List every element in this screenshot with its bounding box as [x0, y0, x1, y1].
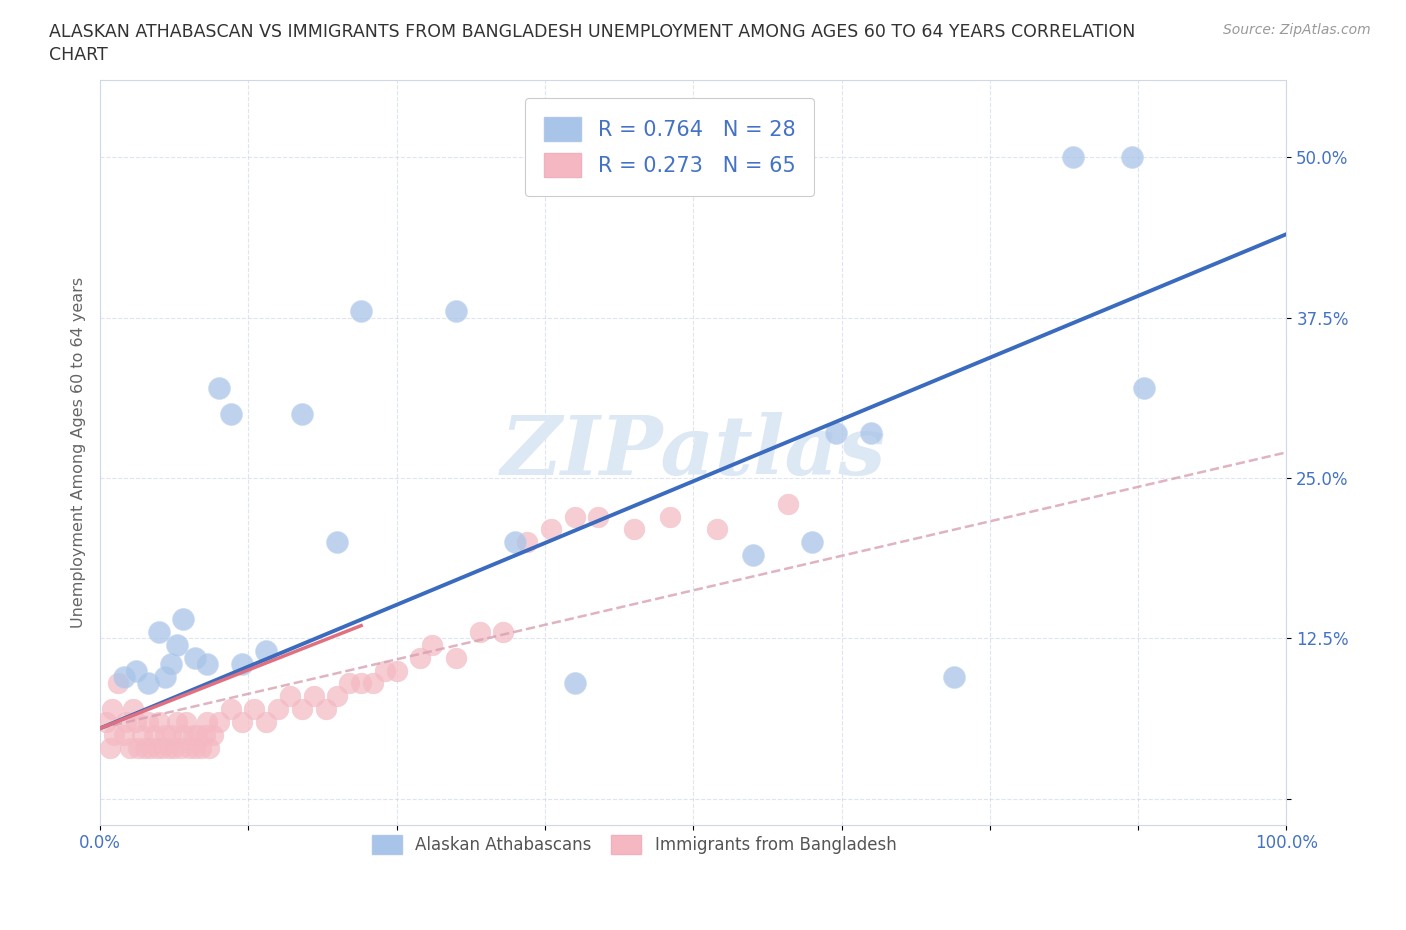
Point	[267, 701, 290, 716]
Point	[468, 625, 491, 640]
Point	[172, 727, 194, 742]
Point	[824, 426, 846, 441]
Point	[181, 727, 204, 742]
Point	[291, 406, 314, 421]
Point	[505, 535, 527, 550]
Point	[136, 676, 159, 691]
Point	[409, 650, 432, 665]
Point	[350, 676, 373, 691]
Point	[315, 701, 337, 716]
Legend: Alaskan Athabascans, Immigrants from Bangladesh: Alaskan Athabascans, Immigrants from Ban…	[366, 829, 903, 861]
Point	[385, 663, 408, 678]
Point	[170, 740, 193, 755]
Point	[516, 535, 538, 550]
Point	[540, 522, 562, 537]
Point	[125, 663, 148, 678]
Point	[112, 727, 135, 742]
Point	[231, 657, 253, 671]
Point	[163, 740, 186, 755]
Point	[193, 727, 215, 742]
Point	[492, 625, 515, 640]
Point	[374, 663, 396, 678]
Point	[326, 689, 349, 704]
Point	[150, 740, 173, 755]
Point	[184, 650, 207, 665]
Text: Source: ZipAtlas.com: Source: ZipAtlas.com	[1223, 23, 1371, 37]
Point	[658, 509, 681, 524]
Point	[131, 727, 153, 742]
Point	[103, 727, 125, 742]
Point	[101, 701, 124, 716]
Point	[741, 548, 763, 563]
Point	[195, 714, 218, 729]
Point	[302, 689, 325, 704]
Point	[1121, 150, 1143, 165]
Point	[155, 670, 177, 684]
Point	[155, 727, 177, 742]
Point	[1133, 380, 1156, 395]
Point	[243, 701, 266, 716]
Point	[190, 740, 212, 755]
Point	[943, 670, 966, 684]
Point	[444, 650, 467, 665]
Point	[118, 740, 141, 755]
Point	[125, 714, 148, 729]
Point	[860, 426, 883, 441]
Point	[219, 701, 242, 716]
Point	[142, 727, 165, 742]
Point	[420, 637, 443, 652]
Point	[186, 727, 208, 742]
Y-axis label: Unemployment Among Ages 60 to 64 years: Unemployment Among Ages 60 to 64 years	[72, 277, 86, 628]
Point	[208, 380, 231, 395]
Point	[195, 657, 218, 671]
Point	[172, 612, 194, 627]
Point	[134, 740, 156, 755]
Point	[177, 740, 200, 755]
Point	[107, 676, 129, 691]
Point	[254, 644, 277, 658]
Point	[208, 714, 231, 729]
Point	[98, 740, 121, 755]
Point	[706, 522, 728, 537]
Point	[337, 676, 360, 691]
Point	[160, 727, 183, 742]
Point	[291, 701, 314, 716]
Point	[588, 509, 610, 524]
Point	[254, 714, 277, 729]
Point	[112, 670, 135, 684]
Text: ZIPatlas: ZIPatlas	[501, 412, 886, 492]
Point	[148, 625, 170, 640]
Point	[174, 714, 197, 729]
Point	[160, 657, 183, 671]
Point	[122, 701, 145, 716]
Point	[198, 740, 221, 755]
Point	[157, 740, 180, 755]
Point	[136, 714, 159, 729]
Point	[139, 740, 162, 755]
Point	[219, 406, 242, 421]
Point	[146, 740, 169, 755]
Point	[278, 689, 301, 704]
Point	[1062, 150, 1084, 165]
Point	[184, 740, 207, 755]
Point	[444, 304, 467, 319]
Point	[166, 714, 188, 729]
Point	[350, 304, 373, 319]
Point	[778, 497, 800, 512]
Point	[115, 714, 138, 729]
Point	[127, 740, 149, 755]
Point	[623, 522, 645, 537]
Point	[326, 535, 349, 550]
Point	[231, 714, 253, 729]
Text: ALASKAN ATHABASCAN VS IMMIGRANTS FROM BANGLADESH UNEMPLOYMENT AMONG AGES 60 TO 6: ALASKAN ATHABASCAN VS IMMIGRANTS FROM BA…	[49, 23, 1136, 41]
Point	[564, 509, 586, 524]
Point	[166, 637, 188, 652]
Text: CHART: CHART	[49, 46, 108, 64]
Point	[800, 535, 823, 550]
Point	[564, 676, 586, 691]
Point	[201, 727, 224, 742]
Point	[361, 676, 384, 691]
Point	[94, 714, 117, 729]
Point	[148, 714, 170, 729]
